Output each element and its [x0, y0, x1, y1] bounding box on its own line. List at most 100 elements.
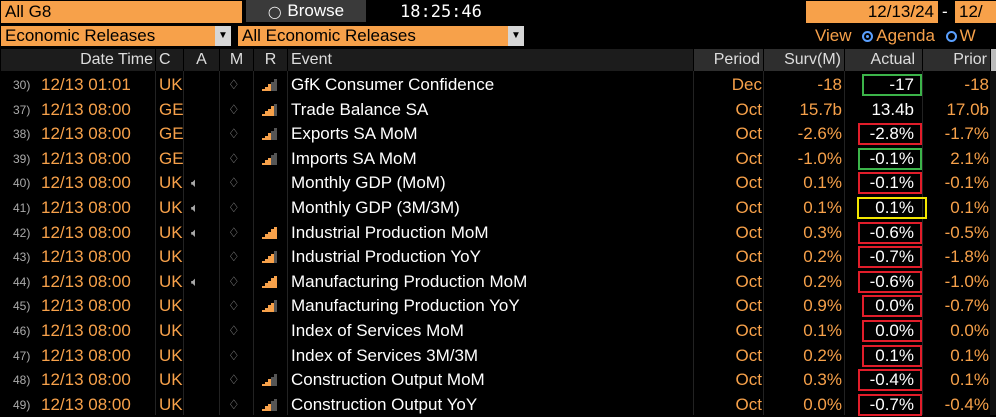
chevron-down-icon[interactable]: ▼ [215, 26, 231, 46]
row-event[interactable]: Monthly GDP (3M/3M) [291, 198, 460, 217]
col-survey[interactable]: Surv(M) [763, 49, 844, 71]
bell-icon[interactable]: ♢ [228, 347, 240, 363]
bell-icon[interactable]: ♢ [228, 126, 240, 142]
row-period: Oct [735, 247, 762, 267]
view-other-label[interactable]: W [959, 26, 976, 45]
bell-icon[interactable]: ♢ [228, 77, 240, 92]
row-actual: -0.7% [869, 247, 914, 267]
row-survey: 0.1% [803, 321, 842, 340]
chevron-down-icon[interactable]: ▼ [508, 26, 524, 46]
radio-other[interactable] [945, 31, 957, 42]
table-row[interactable]: 43) 12/13 08:00 UK ♢ Industrial Production Y… [0, 245, 996, 270]
col-event[interactable]: Event [287, 49, 693, 71]
bell-icon[interactable]: ♢ [228, 396, 240, 412]
bell-icon[interactable]: ♢ [228, 249, 240, 265]
highlight-box [858, 147, 922, 170]
row-datetime: 12/13 08:00 [41, 124, 131, 144]
row-event[interactable]: Trade Balance SA [291, 99, 429, 119]
row-datetime: 12/13 01:01 [41, 75, 131, 94]
row-number: 46) [13, 324, 31, 338]
radio-agenda[interactable] [862, 31, 874, 42]
bell-icon[interactable]: ♢ [228, 150, 240, 166]
row-event[interactable]: Construction Output MoM [291, 370, 485, 390]
row-event[interactable]: Manufacturing Production YoY [291, 296, 520, 316]
row-event[interactable]: Monthly GDP (MoM) [291, 173, 446, 193]
table-row[interactable]: 49) 12/13 08:00 UK ♢ Construction Output YoY… [0, 393, 996, 417]
table-row[interactable]: 46) 12/13 08:00 UK ♢ Index of Services MoM Oc… [0, 319, 996, 344]
row-event[interactable]: Exports SA MoM [291, 124, 418, 144]
row-event[interactable]: Industrial Production YoY [291, 247, 481, 267]
col-prior[interactable]: Prior [922, 49, 990, 71]
row-event[interactable]: Manufacturing Production MoM [291, 271, 528, 291]
table-row[interactable]: 44) 12/13 08:00 UK 🔈︎ ♢ Manufacturing Product… [0, 270, 996, 295]
row-event[interactable]: Index of Services 3M/3M [291, 345, 479, 365]
browse-icon: ◯ [267, 5, 282, 19]
row-event[interactable]: Construction Output YoY [291, 394, 478, 414]
row-survey: 0.2% [803, 247, 842, 267]
row-actual: -0.4% [869, 370, 914, 390]
speaker-icon[interactable]: 🔈︎ [191, 175, 199, 191]
speaker-icon[interactable]: 🔈︎ [191, 273, 199, 289]
col-actual[interactable]: Actual [844, 49, 922, 71]
row-datetime: 12/13 08:00 [41, 271, 131, 291]
relevance-bar [262, 138, 265, 141]
table-row[interactable]: 41) 12/13 08:00 UK 🔈︎ ♢ Monthly GDP (3M/3M) Oc… [0, 196, 996, 221]
speaker-icon[interactable]: 🔈︎ [191, 224, 199, 240]
col-memo[interactable]: M [219, 49, 253, 71]
bell-icon[interactable]: ♢ [228, 200, 240, 215]
table-row[interactable]: 47) 12/13 08:00 UK ♢ Index of Services 3M/3M… [0, 344, 996, 369]
row-period: Oct [735, 321, 762, 340]
row-event[interactable]: GfK Consumer Confidence [291, 75, 495, 94]
table-row[interactable]: 48) 12/13 08:00 UK ♢ Construction Output MoM… [0, 368, 996, 393]
speaker-icon[interactable]: 🔈︎ [191, 200, 199, 215]
bell-icon[interactable]: ♢ [228, 372, 240, 388]
bell-icon[interactable]: ♢ [228, 224, 240, 240]
row-country: UK [159, 247, 183, 267]
group-selector[interactable]: All G8 [1, 1, 242, 23]
bell-icon[interactable]: ♢ [228, 298, 240, 314]
row-survey: 15.7b [799, 99, 842, 119]
row-survey: -1.0% [797, 148, 842, 168]
relevance-bar [265, 307, 268, 313]
bell-icon[interactable]: ♢ [228, 273, 240, 289]
bell-icon[interactable]: ♢ [228, 323, 240, 338]
row-datetime: 12/13 08:00 [41, 247, 131, 267]
table-row[interactable]: 37) 12/13 08:00 GE ♢ Trade Balance SA Oct 15.7… [0, 98, 996, 123]
col-relevance[interactable]: R [253, 49, 287, 71]
relevance-bar [271, 155, 274, 165]
row-event[interactable]: Index of Services MoM [291, 321, 464, 340]
table-row[interactable]: 38) 12/13 08:00 GE ♢ Exports SA MoM Oct -2.6% -… [0, 122, 996, 147]
row-period: Dec [731, 75, 762, 94]
row-actual: -17 [889, 75, 914, 94]
view-agenda-label[interactable]: Agenda [876, 26, 935, 45]
scrollbar[interactable] [990, 71, 996, 415]
grid-line [693, 71, 694, 415]
row-number: 38) [13, 127, 31, 142]
relevance-bar [265, 135, 268, 141]
row-event[interactable]: Imports SA MoM [291, 148, 417, 168]
col-alert[interactable]: A [183, 49, 219, 71]
relevance-bar [274, 275, 277, 288]
row-prior: -0.4% [944, 394, 989, 414]
table-row[interactable]: 30) 12/13 01:01 UK ♢ GfK Consumer Confidence… [0, 73, 996, 98]
date-to-field[interactable]: 12/ [955, 1, 996, 23]
col-country[interactable]: C [155, 49, 183, 71]
bell-icon[interactable]: ♢ [228, 175, 240, 191]
relevance-bars-icon [262, 275, 277, 288]
row-event[interactable]: Industrial Production MoM [291, 222, 489, 242]
bell-icon[interactable]: ♢ [228, 101, 240, 117]
category-dropdown[interactable]: Economic Releases ▼ [1, 26, 231, 46]
table-row[interactable]: 39) 12/13 08:00 GE ♢ Imports SA MoM Oct -1.0% -… [0, 147, 996, 172]
table-row[interactable]: 40) 12/13 08:00 UK 🔈︎ ♢ Monthly GDP (MoM) Oct 0… [0, 171, 996, 196]
row-datetime: 12/13 08:00 [41, 345, 131, 365]
table-row[interactable]: 45) 12/13 08:00 UK ♢ Manufacturing Productio… [0, 294, 996, 319]
release-dropdown[interactable]: All Economic Releases ▼ [238, 26, 524, 46]
grid-line [287, 71, 288, 415]
col-datetime[interactable]: Date Time [0, 49, 155, 71]
col-more[interactable] [990, 49, 996, 71]
col-period[interactable]: Period [693, 49, 763, 71]
browse-button[interactable]: ◯ Browse [246, 0, 366, 22]
table-row[interactable]: 42) 12/13 08:00 UK 🔈︎ ♢ Industrial Production… [0, 221, 996, 246]
relevance-bar [268, 157, 271, 165]
date-from-field[interactable]: 12/13/24 [806, 1, 938, 23]
